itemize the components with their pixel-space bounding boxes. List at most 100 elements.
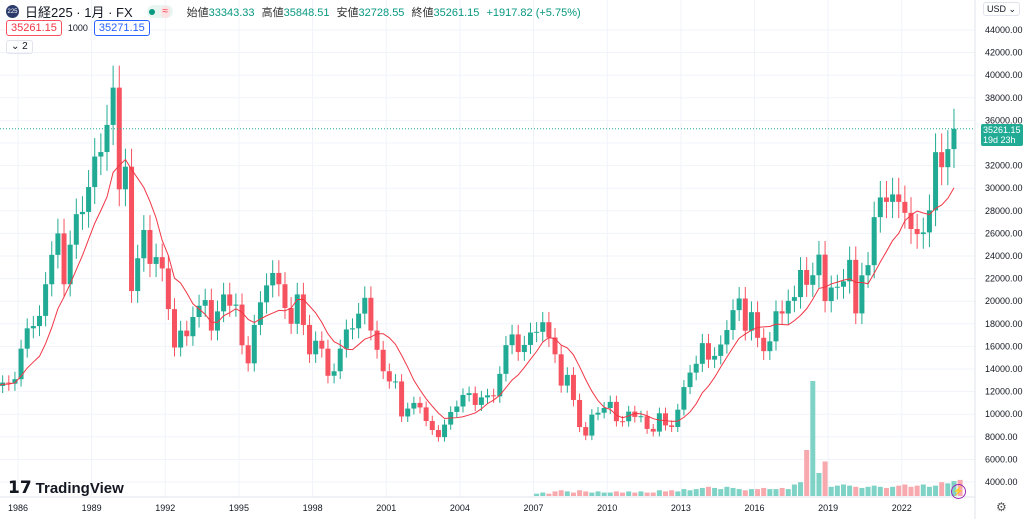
candle-body: [392, 381, 398, 383]
candle-body: [859, 275, 865, 314]
volume-bar: [779, 487, 785, 496]
candle-body: [276, 272, 282, 285]
candle-body: [257, 302, 263, 325]
candle-body: [98, 152, 104, 157]
symbol-title[interactable]: 日経225 · 1月 · FX: [25, 5, 133, 20]
candle-body: [509, 334, 515, 346]
candle-body: [55, 233, 61, 255]
candle-body: [724, 330, 730, 345]
volume-bar: [816, 473, 822, 496]
x-tick-label: 1992: [155, 503, 175, 513]
volume-bar: [877, 486, 883, 496]
moving-average-line: [0, 158, 955, 422]
volume-bar: [804, 450, 810, 496]
candle-body: [865, 265, 871, 276]
volume-bar: [902, 484, 908, 496]
volume-bar: [675, 491, 681, 496]
candle-body: [282, 284, 288, 308]
candle-body: [214, 311, 220, 331]
candle-body: [202, 300, 208, 306]
market-status-pill[interactable]: ≈: [146, 5, 173, 18]
candle-body: [399, 381, 405, 417]
candle-body: [681, 387, 687, 410]
y-tick-label: 36000.00: [985, 115, 1023, 125]
lightning-icon[interactable]: ⚡: [951, 484, 966, 499]
candle-body: [730, 310, 736, 331]
y-tick-label: 44000.00: [985, 25, 1023, 35]
volume-bar: [791, 484, 797, 496]
candle-body: [669, 425, 675, 427]
volume-bar: [890, 486, 896, 496]
candle-body: [552, 337, 558, 355]
candle-body: [380, 349, 386, 372]
sell-button[interactable]: 35261.15: [6, 20, 62, 36]
candle-body: [761, 337, 767, 352]
volume-bar: [945, 483, 951, 496]
volume-bar: [570, 492, 576, 496]
candle-body: [534, 331, 540, 333]
candle-body: [798, 270, 804, 298]
y-tick-label: 42000.00: [985, 48, 1023, 58]
volume-bar: [595, 491, 601, 496]
candle-body: [890, 194, 896, 202]
candle-body: [515, 334, 521, 353]
x-tick-label: 2022: [892, 503, 912, 513]
volume-bar: [638, 491, 644, 496]
candle-body: [853, 259, 859, 314]
candle-body: [491, 395, 497, 397]
candle-body: [135, 258, 141, 292]
buy-button[interactable]: 35271.15: [93, 20, 150, 36]
candle-body: [718, 344, 724, 356]
candle-body: [472, 393, 478, 405]
candle-body: [6, 382, 12, 384]
y-tick-label: 28000.00: [985, 206, 1023, 216]
candle-body: [540, 322, 546, 332]
candle-body: [804, 270, 810, 285]
y-tick-label: 16000.00: [985, 341, 1023, 351]
candle-body: [620, 421, 626, 423]
indicators-toggle[interactable]: ⌄ 2: [6, 40, 33, 54]
candle-body: [644, 416, 650, 429]
candle-body: [190, 317, 196, 337]
candle-body: [908, 212, 914, 229]
candle-body: [307, 324, 313, 355]
candle-body: [153, 257, 159, 264]
x-tick-label: 2004: [450, 503, 470, 513]
settings-gear-icon[interactable]: ⚙: [996, 500, 1007, 514]
candle-body: [356, 313, 362, 329]
candle-body: [767, 341, 773, 352]
candle-body: [613, 401, 619, 422]
currency-select[interactable]: USD ⌄: [983, 2, 1020, 16]
candle-body: [110, 87, 116, 125]
candle-body: [693, 363, 699, 373]
candle-body: [172, 309, 178, 348]
volume-bar: [847, 485, 853, 496]
last-price-label: 35261.15 19d 23h: [981, 124, 1023, 146]
candle-body: [626, 411, 632, 422]
volume-bar: [669, 490, 675, 496]
candle-body: [779, 311, 785, 314]
x-tick-label: 2013: [671, 503, 691, 513]
candle-body: [601, 407, 607, 413]
candle-body: [49, 254, 55, 285]
candle-body: [847, 259, 853, 282]
y-tick-label: 38000.00: [985, 93, 1023, 103]
candle-body: [687, 372, 693, 388]
y-tick-label: 24000.00: [985, 251, 1023, 261]
volume-bar: [644, 492, 650, 496]
volume-bar: [705, 486, 711, 496]
volume-bar: [859, 487, 865, 496]
volume-bar: [773, 489, 779, 496]
candle-body: [454, 406, 460, 412]
candle-body: [442, 424, 448, 438]
y-tick-label: 40000.00: [985, 70, 1023, 80]
candle-body: [939, 152, 945, 168]
candle-body: [251, 324, 257, 364]
candle-body: [871, 217, 877, 266]
candle-body: [840, 281, 846, 287]
candle-body: [116, 87, 122, 190]
candle-body: [570, 374, 576, 400]
candle-body: [239, 304, 245, 346]
candle-body: [245, 345, 251, 364]
